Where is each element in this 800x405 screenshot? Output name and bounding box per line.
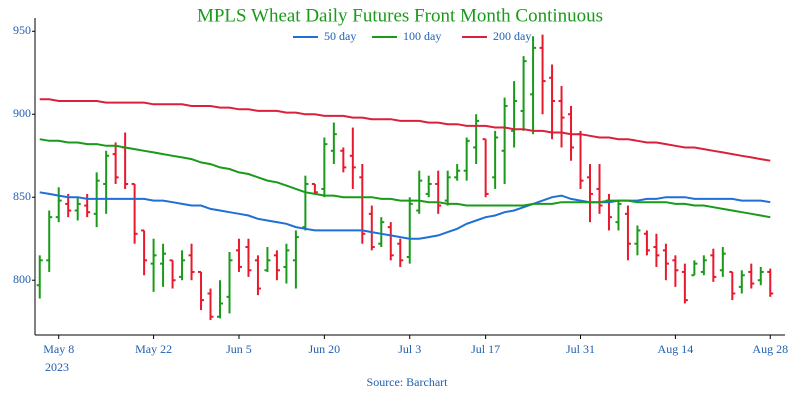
x-tick-label: Jun 20 [309,342,341,356]
source: Source: Barchart [367,375,449,389]
x-tick-label: May 22 [135,342,172,356]
y-tick-label: 950 [13,23,31,37]
y-tick-label: 850 [13,189,31,203]
moving-average-line [39,138,771,219]
legend-label: 50 day [324,29,356,43]
moving-average-line [39,98,771,162]
legend-label: 200 day [493,29,531,43]
x-tick-label: Aug 14 [658,342,694,356]
x-tick-label: Jul 3 [398,342,421,356]
x-tick-label: Jun 5 [226,342,252,356]
y-tick-label: 800 [13,272,31,286]
chart-title: MPLS Wheat Daily Futures Front Month Con… [197,5,603,26]
y-tick-label: 900 [13,106,31,120]
x-tick-label: May 8 [43,342,74,356]
moving-average-line [39,191,771,240]
x-year-label: 2023 [45,360,69,374]
legend-label: 100 day [403,29,441,43]
x-tick-label: Jul 31 [566,342,595,356]
x-tick-label: Jul 17 [471,342,500,356]
x-tick-label: Aug 28 [752,342,788,356]
